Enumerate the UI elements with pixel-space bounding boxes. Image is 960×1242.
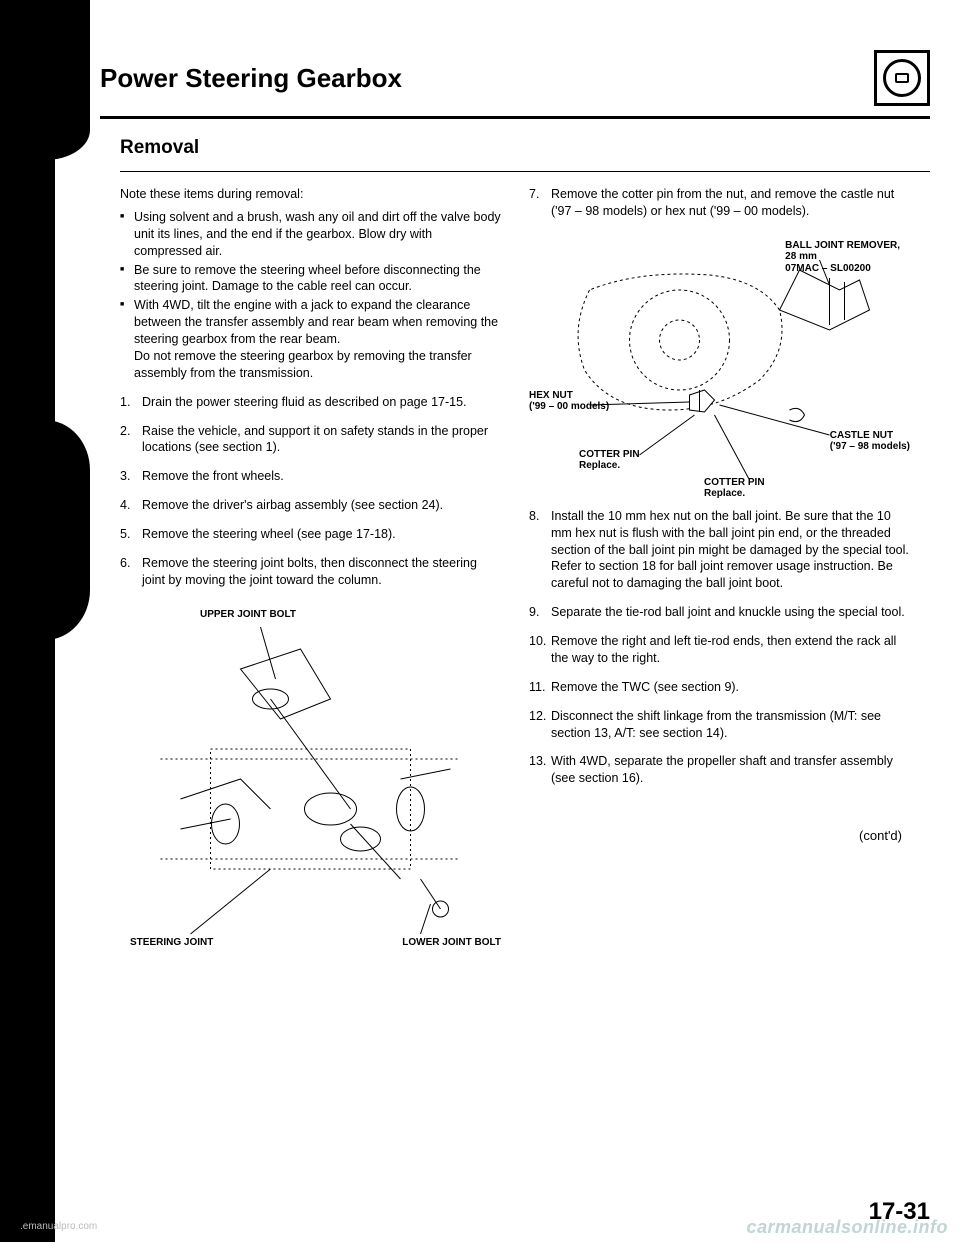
label-line: Replace. [579,460,620,471]
step-item: 13. With 4WD, separate the propeller shaf… [529,753,910,787]
figure-ball-joint: BALL JOINT REMOVER, 28 mm 07MAC – SL0020… [529,240,910,500]
step-num: 7. [529,186,539,203]
label-lower-joint-bolt: LOWER JOINT BOLT [402,937,501,949]
brand-logo-core [895,73,909,83]
steps-right-b: 8. Install the 10 mm hex nut on the ball … [529,508,910,787]
step-item: 5. Remove the steering wheel (see page 17… [120,526,501,543]
figure-steering-joint: UPPER JOINT BOLT STEERING JOINT LOWER JO… [120,609,501,949]
step-item: 4. Remove the driver's airbag assembly (s… [120,497,501,514]
binder-tab-top [0,0,90,160]
step-num: 11. [529,679,545,696]
brand-logo-inner [883,59,921,97]
step-text: Remove the driver's airbag assembly (see… [142,498,443,512]
step-text: With 4WD, separate the propeller shaft a… [551,754,893,785]
content-area: Power Steering Gearbox Removal Note thes… [100,30,930,1222]
step-num: 10. [529,633,546,650]
step-num: 5. [120,526,130,543]
note-bullets: Using solvent and a brush, wash any oil … [120,209,501,382]
label-hex-nut: HEX NUT ('99 – 00 models) [529,390,609,413]
label-line: ('97 – 98 models) [830,441,910,452]
label-line: CASTLE NUT [830,430,893,441]
bullet-item: With 4WD, tilt the engine with a jack to… [120,297,501,381]
step-num: 8. [529,508,539,525]
label-castle-nut: CASTLE NUT ('97 – 98 models) [830,430,910,453]
label-line: 07MAC – SL00200 [785,263,871,274]
brand-logo [874,50,930,106]
step-text: Raise the vehicle, and support it on saf… [142,424,488,455]
step-num: 4. [120,497,130,514]
step-item: 10. Remove the right and left tie-rod end… [529,633,910,667]
label-line: 28 mm [785,251,817,262]
step-item: 7. Remove the cotter pin from the nut, an… [529,186,910,220]
label-line: BALL JOINT REMOVER, [785,240,900,251]
label-line: COTTER PIN [704,477,765,488]
steps-left: 1. Drain the power steering fluid as desc… [120,394,501,589]
section-title: Removal [120,137,930,159]
step-num: 6. [120,555,130,572]
step-text: Remove the right and left tie-rod ends, … [551,634,896,665]
step-item: 12. Disconnect the shift linkage from the… [529,708,910,742]
step-item: 11. Remove the TWC (see section 9). [529,679,910,696]
columns: Note these items during removal: Using s… [100,186,930,957]
label-line: Replace. [704,488,745,499]
label-line: ('99 – 00 models) [529,401,609,412]
bullet-item: Using solvent and a brush, wash any oil … [120,209,501,260]
label-upper-joint-bolt: UPPER JOINT BOLT [200,609,296,621]
right-column: 7. Remove the cotter pin from the nut, an… [529,186,910,957]
step-num: 12. [529,708,546,725]
step-item: 1. Drain the power steering fluid as desc… [120,394,501,411]
label-cotter-pin-left: COTTER PIN Replace. [579,449,640,472]
label-steering-joint: STEERING JOINT [130,937,213,949]
steps-right-a: 7. Remove the cotter pin from the nut, an… [529,186,910,220]
step-num: 9. [529,604,539,621]
steering-joint-diagram [120,609,501,949]
binder-tab-mid [0,420,90,640]
step-num: 2. [120,423,130,440]
header-row: Power Steering Gearbox [100,50,930,119]
label-line: HEX NUT [529,390,573,401]
step-item: 2. Raise the vehicle, and support it on s… [120,423,501,457]
label-ball-joint-remover: BALL JOINT REMOVER, 28 mm 07MAC – SL0020… [785,240,900,275]
left-column: Note these items during removal: Using s… [120,186,501,957]
page-title: Power Steering Gearbox [100,63,402,94]
step-text: Remove the cotter pin from the nut, and … [551,187,894,218]
step-item: 8. Install the 10 mm hex nut on the ball … [529,508,910,592]
step-text: Drain the power steering fluid as descri… [142,395,467,409]
label-cotter-pin-right: COTTER PIN Replace. [704,477,765,500]
step-text: Disconnect the shift linkage from the tr… [551,709,881,740]
step-text: Remove the front wheels. [142,469,284,483]
watermark-right: carmanualsonline.info [746,1217,948,1238]
watermark-left: .emanualpro.com [20,1221,97,1232]
contd-label: (cont'd) [529,827,910,845]
intro-text: Note these items during removal: [120,186,501,203]
step-item: 3. Remove the front wheels. [120,468,501,485]
section-rule [120,171,930,172]
step-num: 3. [120,468,130,485]
step-text: Remove the steering wheel (see page 17-1… [142,527,396,541]
label-line: COTTER PIN [579,449,640,460]
step-text: Install the 10 mm hex nut on the ball jo… [551,509,909,591]
bullet-item: Be sure to remove the steering wheel bef… [120,262,501,296]
step-item: 9. Separate the tie-rod ball joint and kn… [529,604,910,621]
page: Power Steering Gearbox Removal Note thes… [0,0,960,1242]
step-item: 6. Remove the steering joint bolts, then … [120,555,501,589]
step-num: 1. [120,394,130,411]
step-num: 13. [529,753,546,770]
step-text: Remove the steering joint bolts, then di… [142,556,477,587]
step-text: Remove the TWC (see section 9). [551,680,739,694]
step-text: Separate the tie-rod ball joint and knuc… [551,605,905,619]
